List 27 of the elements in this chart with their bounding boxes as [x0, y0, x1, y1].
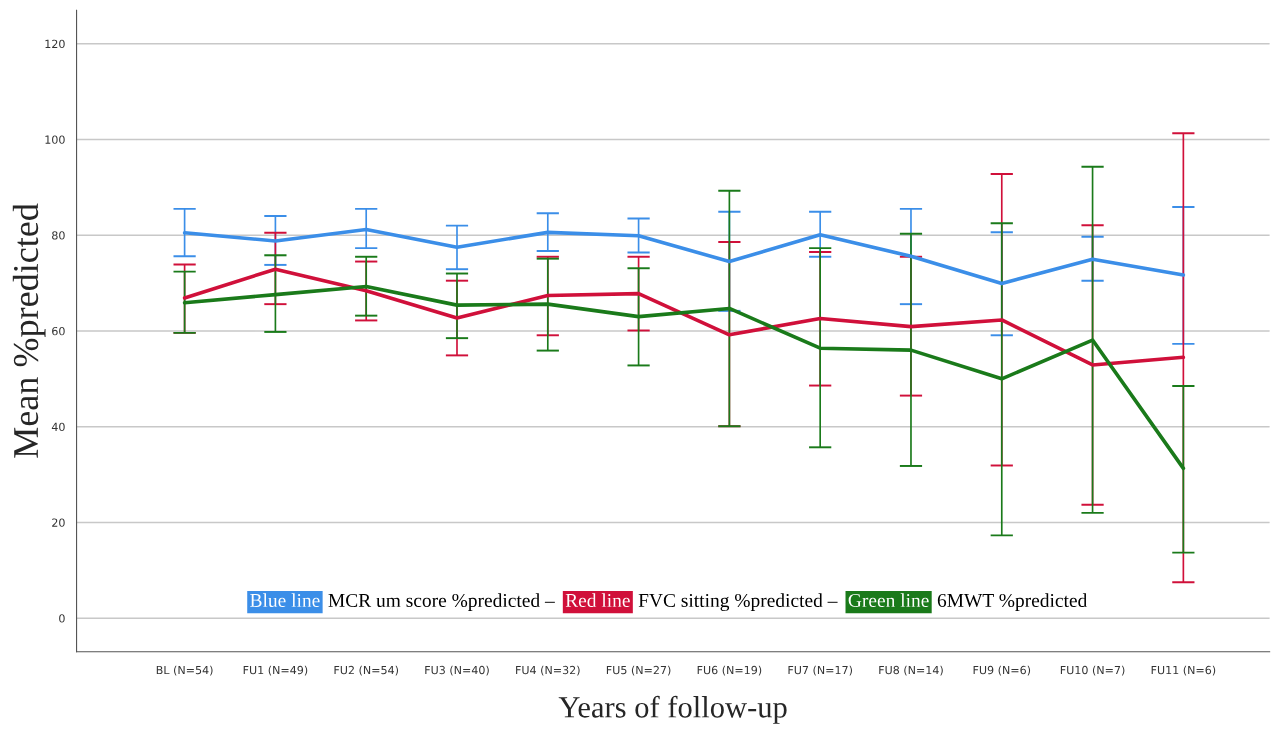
- annotation: Green line: [848, 593, 929, 608]
- text: FVC sitting %predicted –: [638, 593, 838, 612]
- y-tick-label: 100: [45, 135, 65, 144]
- x-tick-label: FU3 (N=40): [425, 665, 489, 676]
- x-tick-label: FU5 (N=27): [606, 665, 671, 676]
- x-tick-label: FU7 (N=17): [788, 665, 852, 676]
- x-tick-label: FU9 (N=6): [973, 665, 1031, 676]
- legend-label: 6MWT %predicted: [937, 593, 1088, 611]
- y-tick-label: 120: [45, 39, 65, 49]
- x-tick-label: FU1 (N=49): [243, 665, 308, 676]
- annotation: Red line: [565, 593, 630, 608]
- x-tick-label: FU4 (N=32): [516, 665, 580, 676]
- y-tick-label: 0: [59, 614, 65, 623]
- x-tick-label: FU8 (N=14): [879, 665, 943, 676]
- x-axis-title: Years of follow-up: [558, 695, 787, 724]
- x-tick-label: FU6 (N=19): [697, 665, 762, 676]
- y-tick-label: 60: [52, 326, 65, 336]
- y-axis-title: Mean %predicted: [12, 203, 46, 458]
- x-tick-label: FU2 (N=54): [334, 665, 399, 676]
- annotation: Blue line: [250, 593, 320, 608]
- x-tick-label: BL (N=54): [156, 665, 213, 676]
- x-tick-label: FU10 (N=7): [1060, 665, 1125, 676]
- x-tick-label: FU11 (N=6): [1151, 665, 1216, 676]
- y-tick-label: 40: [51, 422, 65, 432]
- y-tick-label: 20: [52, 518, 65, 527]
- text: MCR um score %predicted –: [328, 593, 555, 611]
- y-tick-label: 80: [52, 231, 65, 240]
